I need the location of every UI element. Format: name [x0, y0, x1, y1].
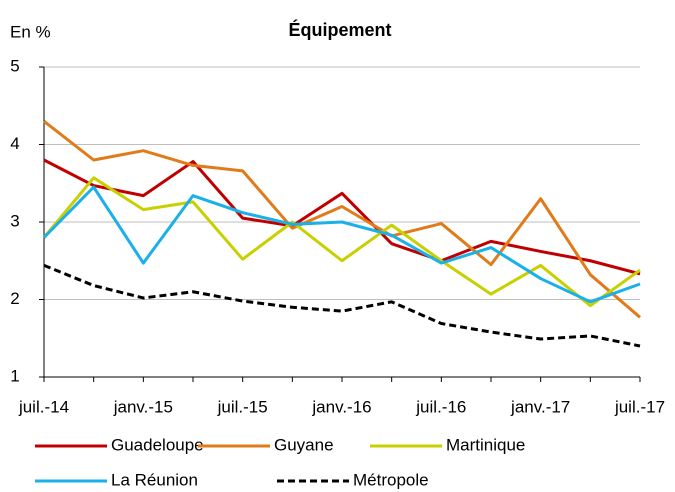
x-tick-label: juil.-16 [415, 397, 466, 416]
x-tick-label: juil.-17 [614, 397, 665, 416]
series-line [42, 176, 641, 308]
y-axis-label: En % [10, 22, 51, 41]
legend-label: La Réunion [111, 470, 198, 489]
series-line [43, 120, 641, 319]
x-tick-label: janv.-17 [510, 397, 570, 416]
y-tick-label: 1 [10, 366, 19, 385]
legend-label: Guyane [274, 435, 334, 454]
x-tick-label: janv.-15 [113, 397, 173, 416]
x-tick-label: juil.-14 [18, 397, 69, 416]
series-line [43, 264, 641, 348]
y-tick-label: 4 [10, 134, 19, 153]
legend-label: Martinique [446, 435, 525, 454]
y-tick-label: 2 [10, 289, 19, 308]
series-line [43, 158, 641, 276]
legend-label: Guadeloupe [111, 435, 204, 454]
chart-title: Équipement [288, 19, 391, 40]
y-tick-label: 5 [10, 56, 19, 75]
series-line [42, 185, 641, 304]
x-tick-label: janv.-16 [311, 397, 371, 416]
legend-label: Métropole [353, 470, 429, 489]
x-tick-label: juil.-15 [217, 397, 268, 416]
y-tick-label: 3 [10, 211, 19, 230]
